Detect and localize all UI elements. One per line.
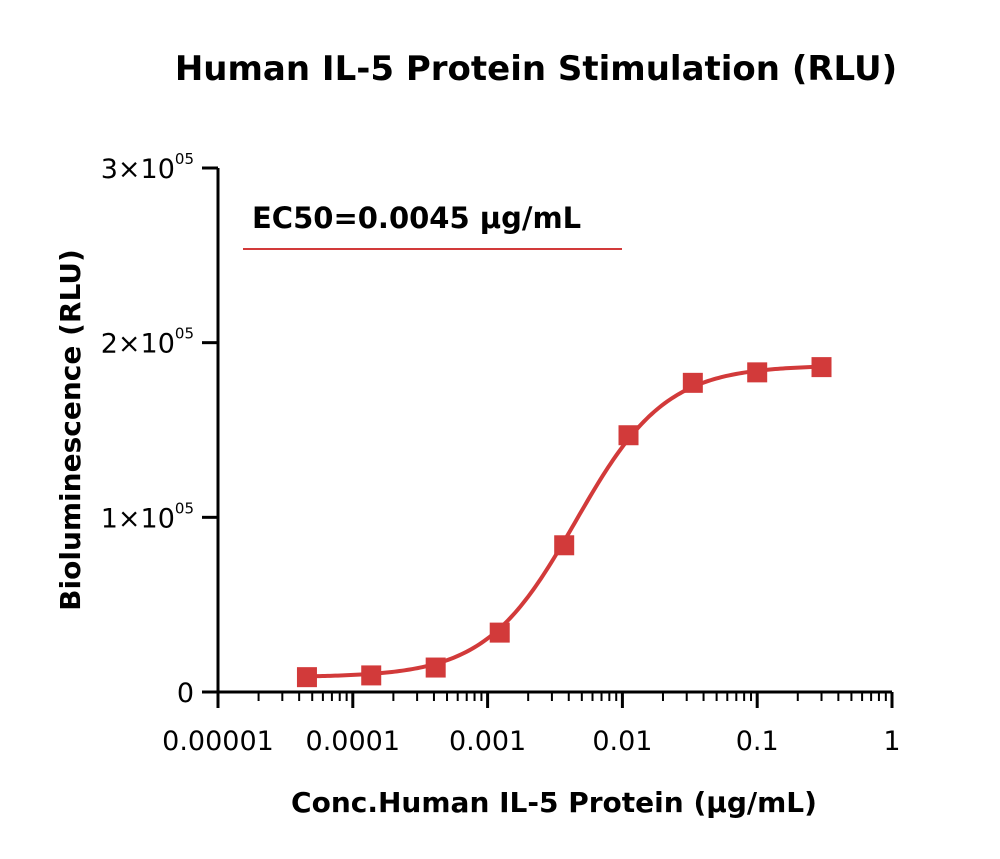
- y-tick-base: 2×10: [101, 329, 175, 360]
- data-point: [489, 622, 510, 643]
- data-point: [361, 665, 382, 686]
- data-point: [682, 372, 703, 393]
- ec50-annotation: EC50=0.0045 μg/mL: [243, 201, 622, 250]
- data-point: [296, 667, 317, 688]
- y-tick-label: 1×1005: [101, 499, 194, 534]
- x-tick-label: 0.001: [449, 726, 526, 757]
- data-point: [747, 362, 768, 383]
- plot-area: [296, 357, 832, 688]
- fit-curve: [306, 364, 822, 679]
- y-tick-base: 1×10: [101, 503, 175, 534]
- x-tick-label: 0.1: [736, 726, 779, 757]
- data-point: [811, 357, 832, 378]
- y-axis-label: Bioluminescence (RLU): [54, 249, 87, 611]
- x-tick-label: 0.00001: [162, 726, 274, 757]
- y-tick-exponent: 05: [175, 325, 194, 343]
- y-tick-exponent: 05: [175, 499, 194, 517]
- y-tick-label: 3×1005: [101, 150, 194, 185]
- y-tick-base: 3×10: [101, 154, 175, 185]
- chart-title: Human IL-5 Protein Stimulation (RLU): [175, 49, 897, 89]
- x-ticks: 0.00001 0.0001 0.001 0.01 0.1 1: [162, 692, 901, 757]
- x-axis-label: Conc.Human IL-5 Protein (μg/mL): [291, 786, 817, 819]
- y-tick-exponent: 05: [175, 150, 194, 168]
- x-tick-label: 1: [883, 726, 900, 757]
- x-axis: 0.00001 0.0001 0.001 0.01 0.1 1: [162, 690, 901, 757]
- data-point: [618, 425, 639, 446]
- y-tick-label: 2×1005: [101, 325, 194, 360]
- x-tick-label: 0.0001: [306, 726, 400, 757]
- y-tick-label: 0: [177, 678, 194, 709]
- ec50-annotation-text: EC50=0.0045 μg/mL: [252, 201, 581, 235]
- data-point: [425, 657, 446, 678]
- data-point: [554, 535, 575, 556]
- x-tick-label: 0.01: [592, 726, 652, 757]
